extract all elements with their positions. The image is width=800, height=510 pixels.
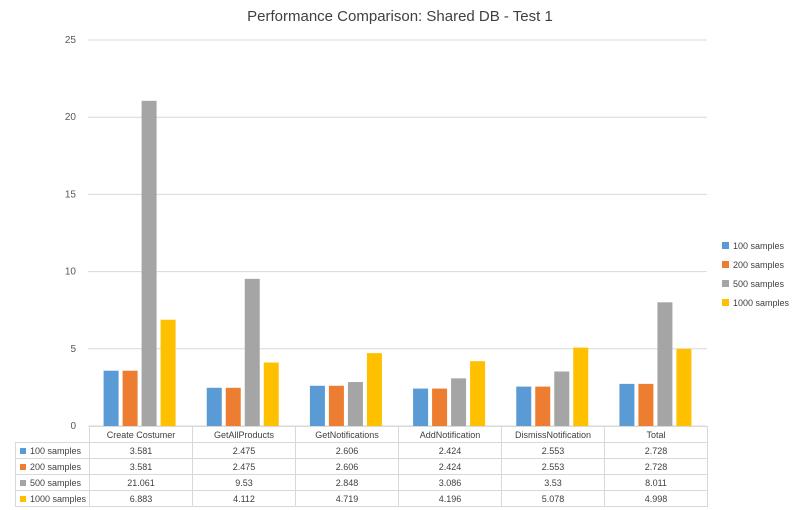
data-label: 2.848: [295, 474, 399, 491]
bar-1-3: [309, 385, 325, 426]
bar-3-3: [347, 382, 363, 426]
data-table-row: 100 samples 3.581 2.475 2.606 2.424 2.553 2.72…: [15, 442, 708, 459]
data-label: 2.728: [604, 442, 708, 459]
data-label: 2.728: [604, 458, 708, 475]
legend-item: 500 samples: [722, 274, 789, 293]
data-table: Create Costumer GetAllProducts GetNotifica…: [15, 426, 708, 507]
data-label: 4.196: [398, 490, 502, 507]
series-name: 200 samples: [30, 461, 82, 472]
series-name: 500 samples: [30, 477, 82, 488]
y-tick-label: 5: [70, 344, 76, 355]
data-label: 21.061: [89, 474, 193, 491]
bar-1-4: [413, 388, 429, 426]
data-label: 4.998: [604, 490, 708, 507]
series-swatch: [20, 496, 26, 503]
series-name: 100 samples: [30, 445, 82, 456]
bars: [103, 100, 692, 426]
data-label: 2.424: [398, 442, 502, 459]
data-table-row-header: 500 samples: [15, 474, 90, 491]
category-label: DismissNotification: [501, 426, 605, 443]
bar-4-1: [160, 319, 176, 426]
gridlines: [88, 39, 707, 427]
data-label: 8.011: [604, 474, 708, 491]
data-table-row-header: 100 samples: [15, 442, 90, 459]
bar-2-4: [432, 388, 448, 426]
legend-swatch: [722, 299, 729, 306]
data-label: 3.086: [398, 474, 502, 491]
y-axis-tick-labels: 0 5 10 15 20 25: [65, 35, 77, 432]
legend-swatch: [722, 280, 729, 287]
bar-2-6: [638, 383, 654, 426]
bar-3-6: [657, 302, 673, 426]
legend-swatch: [722, 242, 729, 249]
data-label: 3.53: [501, 474, 605, 491]
bar-4-4: [470, 361, 486, 426]
legend-item: 1000 samples: [722, 293, 789, 312]
data-table-row-header: 200 samples: [15, 458, 90, 475]
data-label: 2.606: [295, 442, 399, 459]
data-table-row: 200 samples 3.581 2.475 2.606 2.424 2.553 2.72…: [15, 458, 708, 475]
bar-2-2: [225, 387, 241, 426]
chart-title: Performance Comparison: Shared DB - Test…: [247, 8, 553, 25]
category-label: GetAllProducts: [192, 426, 296, 443]
legend-label: 500 samples: [733, 278, 785, 289]
category-label: GetNotifications: [295, 426, 399, 443]
legend-swatch: [722, 261, 729, 268]
y-tick-label: 10: [65, 267, 77, 278]
data-label: 2.553: [501, 442, 605, 459]
bar-2-3: [328, 385, 344, 426]
data-table-row: 1000 samples 6.883 4.112 4.719 4.196 5.078 4.9…: [15, 490, 708, 507]
data-table-corner: [16, 427, 90, 443]
bar-3-2: [244, 278, 260, 426]
data-label: 2.606: [295, 458, 399, 475]
series-name: 1000 samples: [30, 493, 87, 504]
legend-label: 200 samples: [733, 259, 785, 270]
y-tick-label: 25: [65, 35, 77, 46]
legend: 100 samples 200 samples 500 samples 1000 sa…: [722, 236, 789, 312]
y-tick-label: 0: [70, 421, 76, 432]
category-label: Create Costumer: [89, 426, 193, 443]
data-label: 3.581: [89, 442, 193, 459]
bar-3-4: [451, 378, 467, 426]
bar-2-5: [535, 386, 551, 426]
series-swatch: [20, 448, 26, 455]
legend-label: 1000 samples: [733, 297, 790, 308]
bar-3-1: [141, 100, 157, 426]
legend-item: 100 samples: [722, 236, 789, 255]
data-label: 2.424: [398, 458, 502, 475]
data-label: 4.112: [192, 490, 296, 507]
y-tick-label: 15: [65, 189, 77, 200]
bar-1-6: [619, 383, 635, 426]
data-label: 2.475: [192, 442, 296, 459]
data-table-row: 500 samples 21.061 9.53 2.848 3.086 3.53 8.011: [15, 474, 708, 491]
legend-item: 200 samples: [722, 255, 789, 274]
series-swatch: [20, 480, 26, 487]
bar-4-5: [573, 347, 589, 426]
data-label: 9.53: [192, 474, 296, 491]
bar-1-5: [516, 386, 532, 426]
bar-1-1: [103, 370, 119, 426]
data-label: 2.553: [501, 458, 605, 475]
bar-3-5: [554, 371, 570, 426]
bar-1-2: [206, 387, 222, 426]
bar-4-3: [366, 353, 382, 426]
bar-2-1: [122, 370, 138, 426]
data-label: 5.078: [501, 490, 605, 507]
bar-4-2: [263, 362, 279, 426]
data-label: 6.883: [89, 490, 193, 507]
legend-label: 100 samples: [733, 240, 785, 251]
data-table-header-row: Create Costumer GetAllProducts GetNotifica…: [16, 426, 708, 443]
data-label: 3.581: [89, 458, 193, 475]
data-table-row-header: 1000 samples: [15, 490, 90, 507]
category-label: AddNotification: [398, 426, 502, 443]
data-label: 2.475: [192, 458, 296, 475]
y-tick-label: 20: [65, 112, 77, 123]
series-swatch: [20, 464, 26, 471]
data-label: 4.719: [295, 490, 399, 507]
bar-4-6: [676, 348, 692, 426]
category-label: Total: [604, 426, 708, 443]
